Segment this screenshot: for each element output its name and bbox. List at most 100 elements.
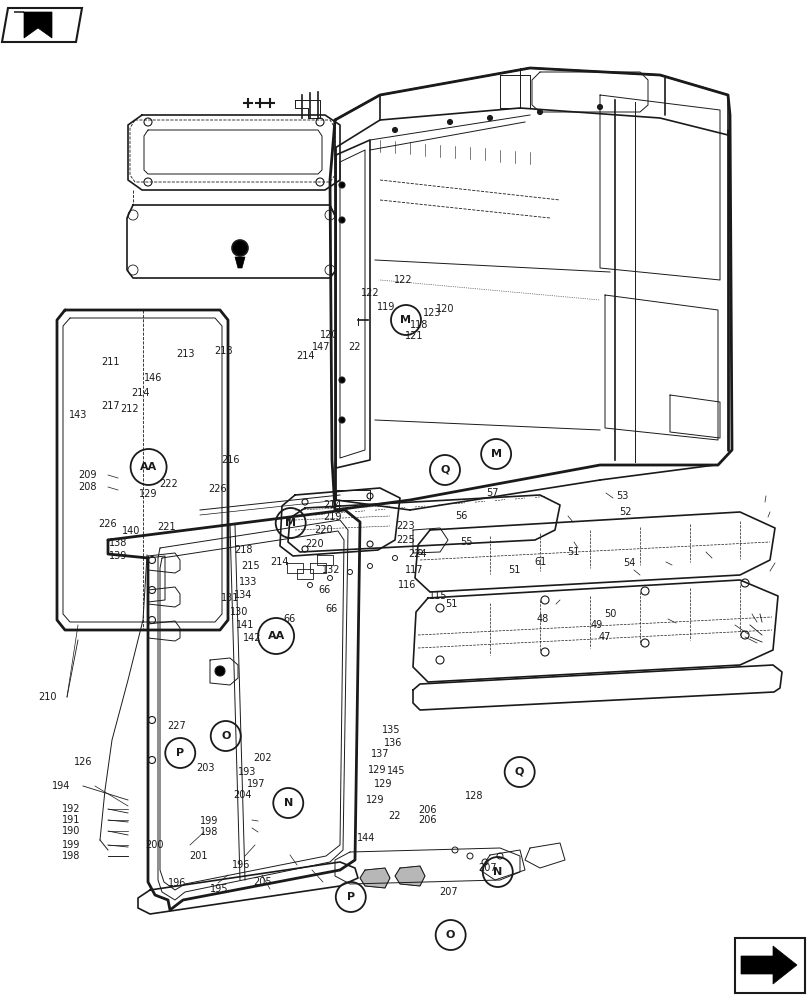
Text: 214: 214: [270, 557, 288, 567]
Text: 140: 140: [122, 526, 140, 536]
Text: 191: 191: [62, 815, 80, 825]
Text: 57: 57: [485, 488, 498, 498]
Text: 137: 137: [371, 749, 388, 759]
Text: 202: 202: [253, 753, 271, 763]
Text: M: M: [490, 449, 501, 459]
Text: 206: 206: [418, 805, 436, 815]
Text: 22: 22: [388, 811, 401, 821]
Text: 145: 145: [387, 766, 405, 776]
Text: 66: 66: [318, 585, 331, 595]
Text: 143: 143: [69, 410, 87, 420]
Text: 196: 196: [168, 878, 186, 888]
Text: 118: 118: [410, 320, 427, 330]
Text: 197: 197: [247, 779, 265, 789]
Circle shape: [338, 417, 345, 423]
Text: 139: 139: [109, 551, 127, 561]
Text: 51: 51: [508, 565, 521, 575]
Text: 147: 147: [312, 342, 330, 352]
Text: 141: 141: [236, 620, 254, 630]
Text: 129: 129: [366, 795, 384, 805]
Text: 194: 194: [52, 781, 70, 791]
Circle shape: [338, 377, 345, 383]
Text: 122: 122: [394, 275, 412, 285]
Text: 214: 214: [131, 388, 149, 398]
Text: 227: 227: [167, 721, 187, 731]
Text: AA: AA: [139, 462, 157, 472]
Text: 142: 142: [242, 633, 260, 643]
Text: 132: 132: [322, 565, 340, 575]
Text: 53: 53: [615, 491, 628, 501]
Circle shape: [232, 240, 247, 256]
Text: 56: 56: [454, 511, 467, 521]
Text: 49: 49: [590, 620, 603, 630]
Text: 134: 134: [234, 590, 252, 600]
Text: M: M: [285, 518, 296, 528]
Text: 131: 131: [221, 593, 239, 603]
Text: 195: 195: [210, 884, 228, 894]
Text: 123: 123: [423, 308, 440, 318]
Text: Q: Q: [440, 465, 449, 475]
Text: 126: 126: [75, 757, 92, 767]
Circle shape: [597, 105, 602, 110]
Text: N: N: [283, 798, 293, 808]
Polygon shape: [234, 257, 245, 268]
Text: 138: 138: [109, 538, 127, 548]
Text: 200: 200: [145, 840, 163, 850]
Text: 55: 55: [459, 537, 472, 547]
Text: 217: 217: [101, 401, 119, 411]
Text: 129: 129: [139, 489, 157, 499]
Text: 211: 211: [101, 357, 119, 367]
Text: 128: 128: [465, 791, 483, 801]
Text: 225: 225: [396, 535, 415, 545]
Text: 144: 144: [357, 833, 375, 843]
Text: 219: 219: [324, 512, 341, 522]
Circle shape: [338, 182, 345, 188]
Polygon shape: [2, 8, 82, 42]
Text: 218: 218: [234, 545, 252, 555]
Text: 218: 218: [214, 346, 232, 356]
Text: 190: 190: [62, 826, 80, 836]
Text: 221: 221: [157, 522, 175, 532]
Bar: [734, 938, 804, 993]
Text: 135: 135: [382, 725, 400, 735]
Text: 196: 196: [232, 860, 250, 870]
Text: 214: 214: [324, 500, 341, 510]
Circle shape: [487, 116, 492, 121]
Text: 198: 198: [200, 827, 218, 837]
Text: 215: 215: [241, 561, 259, 571]
Text: 47: 47: [598, 632, 611, 642]
Polygon shape: [359, 868, 389, 888]
Text: 120: 120: [320, 330, 337, 340]
Text: 66: 66: [324, 604, 337, 614]
Text: AA: AA: [267, 631, 285, 641]
Text: 204: 204: [234, 790, 251, 800]
Text: 206: 206: [418, 815, 436, 825]
Text: 133: 133: [238, 577, 256, 587]
Text: 129: 129: [367, 765, 385, 775]
Text: 208: 208: [79, 482, 97, 492]
Text: O: O: [445, 930, 455, 940]
Circle shape: [537, 110, 542, 115]
Circle shape: [392, 128, 397, 133]
Text: 54: 54: [622, 558, 635, 568]
Text: 224: 224: [408, 549, 426, 559]
Text: 205: 205: [253, 877, 271, 887]
Text: 22: 22: [347, 342, 360, 352]
Text: 212: 212: [121, 404, 139, 414]
Text: 209: 209: [79, 470, 97, 480]
Text: 66: 66: [282, 614, 295, 624]
Text: 201: 201: [190, 851, 208, 861]
Text: P: P: [176, 748, 184, 758]
Text: 121: 121: [405, 331, 423, 341]
Text: 226: 226: [208, 484, 226, 494]
Text: 198: 198: [62, 851, 80, 861]
Text: 130: 130: [230, 607, 248, 617]
Text: 222: 222: [159, 479, 178, 489]
Polygon shape: [740, 946, 796, 984]
Circle shape: [338, 217, 345, 223]
Text: 48: 48: [535, 614, 548, 624]
Text: 136: 136: [384, 738, 401, 748]
Text: 223: 223: [397, 521, 414, 531]
Text: 52: 52: [618, 507, 631, 517]
Text: 146: 146: [144, 373, 161, 383]
